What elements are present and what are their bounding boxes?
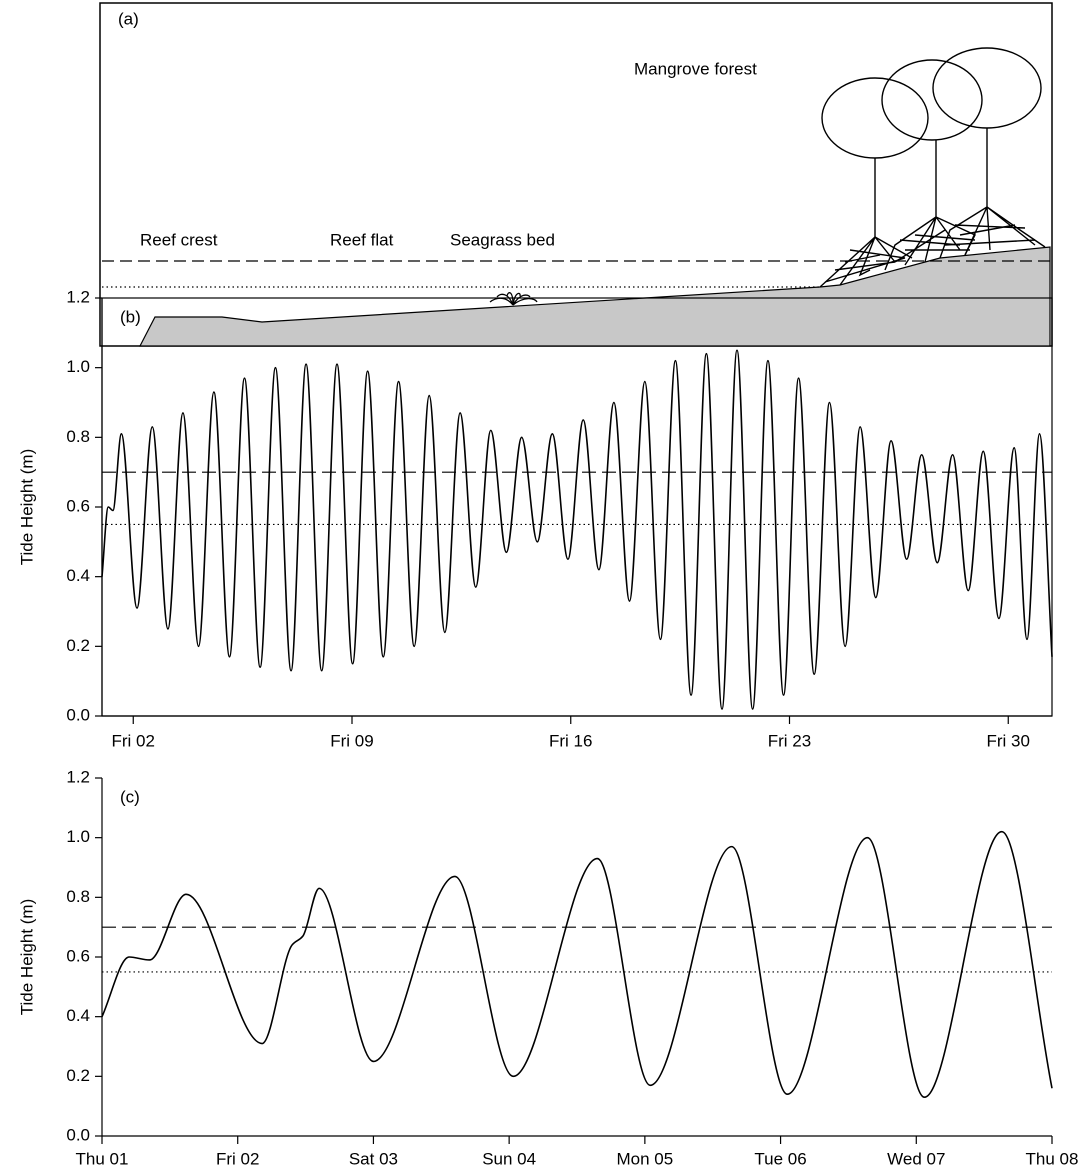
zone-label: Mangrove forest (634, 59, 757, 78)
y-tick-label: 1.0 (66, 357, 90, 376)
y-tick-label: 0.0 (66, 1125, 90, 1144)
x-tick-label: Sat 03 (349, 1149, 398, 1168)
x-tick-label: Tue 06 (754, 1149, 806, 1168)
x-tick-label: Fri 09 (330, 731, 373, 750)
y-tick-label: 0.4 (66, 566, 90, 585)
ground (139, 246, 1051, 347)
y-tick-label: 0.2 (66, 1066, 90, 1085)
tide-line (101, 349, 1053, 710)
panel-a: (a) Mangrove forest Reef crest Reef flat… (99, 2, 1053, 347)
x-tick-label: Thu 08 (1026, 1149, 1079, 1168)
zone-label: Reef crest (140, 230, 218, 249)
x-tick-label: Fri 16 (549, 731, 592, 750)
x-tick-label: Sun 04 (482, 1149, 536, 1168)
y-tick-label: 0.4 (66, 1006, 90, 1025)
x-tick-label: Wed 07 (887, 1149, 945, 1168)
y-tick-label: 1.2 (66, 767, 90, 786)
x-tick-label: Fri 02 (216, 1149, 259, 1168)
x-tick-label: Mon 05 (617, 1149, 674, 1168)
x-tick-label: Fri 02 (112, 731, 155, 750)
y-tick-label: 1.0 (66, 827, 90, 846)
panel-label: (c) (120, 787, 140, 806)
x-tick-label: Fri 23 (768, 731, 811, 750)
y-axis-label: Tide Height (m) (17, 899, 36, 1016)
tide-line (101, 830, 1053, 1099)
y-tick-label: 0.2 (66, 636, 90, 655)
y-tick-label: 0.6 (66, 496, 90, 515)
mangroves (819, 47, 1046, 288)
x-tick-label: Thu 01 (76, 1149, 129, 1168)
y-tick-label: 0.8 (66, 887, 90, 906)
zone-label: Seagrass bed (450, 230, 555, 249)
zone-label: Reef flat (330, 230, 394, 249)
seagrass (489, 292, 538, 306)
y-axis-label: Tide Height (m) (17, 449, 36, 566)
y-tick-label: 0.6 (66, 946, 90, 965)
y-tick-label: 0.8 (66, 427, 90, 446)
plot-frame (101, 297, 1053, 717)
panel-label: (a) (118, 9, 139, 28)
x-tick-label: Fri 30 (987, 731, 1030, 750)
y-tick-label: 1.2 (66, 287, 90, 306)
panel-label: (b) (120, 307, 141, 326)
y-tick-label: 0.0 (66, 705, 90, 724)
